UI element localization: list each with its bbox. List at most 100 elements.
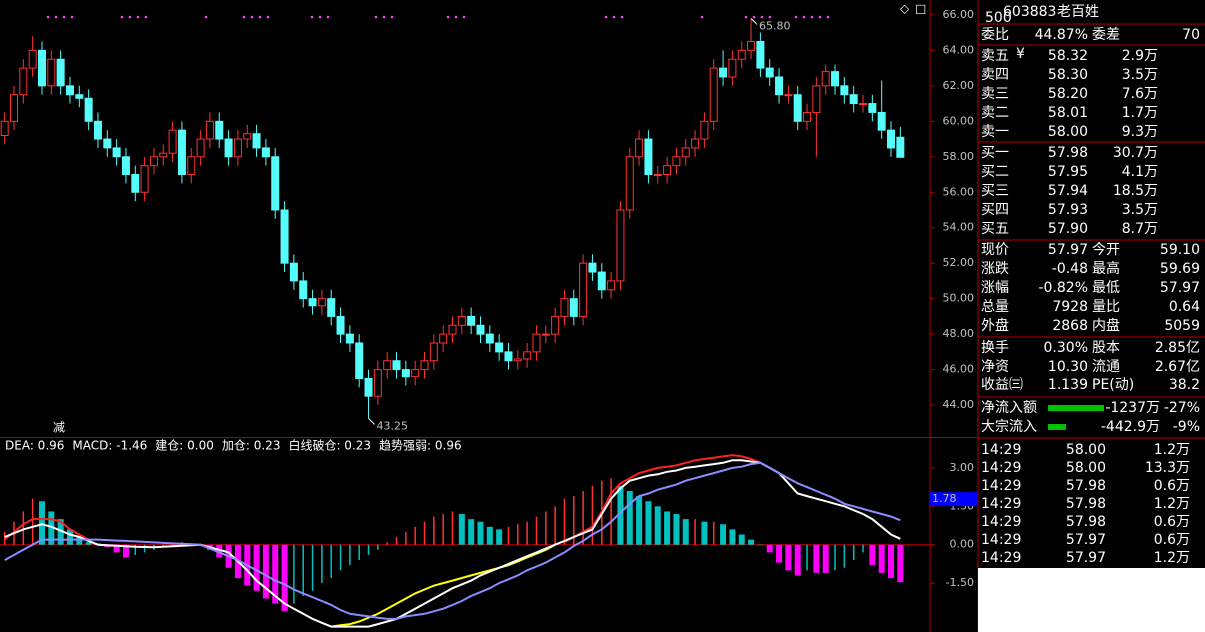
candle-body	[411, 369, 420, 378]
candle-body	[224, 138, 233, 158]
macd-bar	[862, 544, 864, 553]
quote-text: 委差	[1092, 27, 1120, 43]
candle-body	[579, 262, 588, 317]
quote-text: 涨幅	[981, 280, 1009, 296]
candle-body	[149, 156, 158, 167]
current-value: 1.78	[932, 492, 957, 505]
macd-bar	[66, 529, 73, 545]
candle-body	[19, 67, 28, 96]
quote-text: 量比	[1092, 299, 1120, 315]
quote-text: 58.00	[1048, 124, 1088, 140]
high-pointer	[750, 18, 758, 25]
current-box	[930, 492, 978, 507]
stock-code: 603883	[1003, 4, 1056, 20]
candle-body	[513, 358, 522, 362]
icon[interactable]: ◇	[900, 2, 910, 16]
candle-body	[756, 41, 765, 69]
candle-body	[28, 49, 37, 69]
badge: 500	[985, 10, 1012, 26]
macd-bar	[507, 526, 510, 545]
quote-text: 58.00	[1066, 442, 1106, 458]
quote-text: 5059	[1164, 318, 1200, 334]
macd-bar	[57, 519, 64, 545]
signal-dot	[752, 15, 756, 19]
candle-body	[233, 138, 242, 158]
quote-text: 买二	[981, 164, 1009, 180]
quote-text: 外盘	[981, 317, 1009, 334]
quote-text: 57.97	[1066, 532, 1106, 548]
signal-dot	[604, 15, 608, 19]
quote-text: 57.97	[1160, 280, 1200, 296]
candle-body	[653, 174, 662, 177]
macd-bar	[701, 521, 708, 545]
macd-bar	[433, 516, 435, 545]
macd-bar	[302, 544, 304, 596]
signal-dot	[136, 15, 140, 19]
macd-bar	[636, 496, 643, 545]
quote-text: 4.1万	[1122, 164, 1158, 180]
indicator-line	[4, 459, 901, 628]
y-tick-label: 3.00	[950, 461, 975, 474]
quote-text: 1.7万	[1122, 105, 1158, 121]
candle-body	[896, 136, 905, 158]
macd-bar	[113, 544, 120, 553]
candle-body	[112, 147, 121, 158]
quote-text: 58.20	[1048, 86, 1088, 102]
signal-dot	[326, 15, 330, 19]
macd-bar	[664, 511, 671, 545]
quote-text: 38.2	[1169, 377, 1200, 393]
macd-bar	[694, 519, 696, 545]
signal-dot	[462, 15, 466, 19]
flow-bar	[1048, 405, 1104, 411]
candle-body	[877, 111, 886, 131]
y-tick-label: 46.00	[943, 363, 975, 376]
quote-text: 买一	[981, 145, 1009, 161]
quote-text: 57.98	[1048, 145, 1088, 161]
indicator-line	[4, 461, 901, 620]
quote-text: 14:29	[981, 550, 1021, 566]
quote-text: -0.82%	[1038, 280, 1088, 296]
candle-body	[373, 369, 382, 397]
y-tick-label: 62.00	[943, 79, 975, 92]
macd-bar	[738, 534, 745, 545]
candle-body	[840, 85, 849, 96]
candle-body	[523, 351, 532, 360]
macd-bar	[311, 544, 314, 591]
macd-bar	[712, 521, 715, 545]
macd-bar	[776, 544, 783, 563]
candle-body	[784, 94, 793, 97]
macd-bar	[822, 544, 829, 573]
y-tick-label: 50.00	[943, 292, 975, 305]
candle-body	[271, 156, 280, 211]
icon[interactable]: □	[915, 2, 926, 16]
quote-text: 57.95	[1048, 164, 1088, 180]
macd-bar	[806, 544, 808, 571]
quote-text: 3.5万	[1122, 67, 1158, 83]
signal-dot	[54, 15, 58, 19]
low-pointer	[368, 418, 375, 425]
quote-text: 44.87%	[1035, 27, 1088, 43]
macd-bar	[262, 544, 269, 599]
candle-body	[65, 85, 74, 96]
quote-text: 0.6万	[1154, 514, 1190, 530]
candle-body	[159, 152, 168, 158]
macd-bar	[766, 544, 773, 553]
y-tick-label: 48.00	[943, 327, 975, 340]
macd-bar	[573, 496, 575, 545]
macd-bar	[349, 544, 351, 566]
quote-text: 57.97	[1048, 242, 1088, 258]
candle-body	[812, 85, 821, 113]
candle-body	[317, 298, 326, 307]
legend-entry: DEA: 0.96	[5, 439, 64, 453]
quote-text: 0.30%	[1044, 340, 1088, 356]
quote-text: 总量	[981, 299, 1009, 315]
macd-bar	[321, 544, 323, 584]
quote-text: 18.5万	[1113, 183, 1158, 199]
candle-body	[597, 271, 606, 291]
candle-body	[635, 138, 644, 158]
quote-text: 2868	[1052, 318, 1088, 334]
legend-entry: MACD: -1.46	[72, 439, 147, 453]
macd-bar	[122, 544, 129, 558]
candle-body	[93, 120, 102, 140]
macd-bar	[414, 526, 416, 545]
